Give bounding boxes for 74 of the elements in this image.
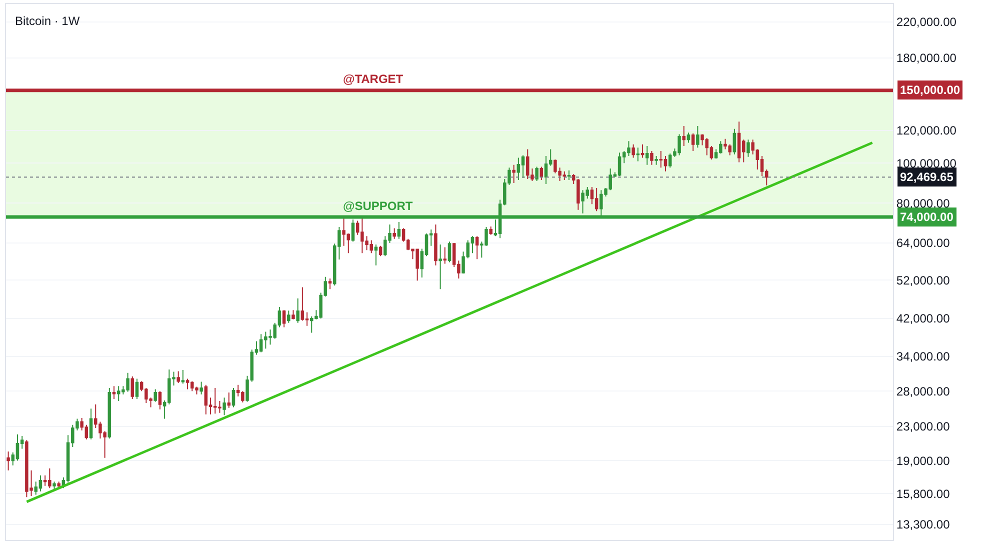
candlestick	[328, 278, 332, 290]
y-tick-label: 52,000.00	[896, 273, 950, 288]
candlestick	[732, 128, 736, 155]
candlestick	[682, 125, 686, 146]
y-tick-label: 13,300.00	[896, 518, 950, 532]
candlestick	[640, 144, 644, 158]
candlestick	[696, 125, 700, 148]
candlestick	[659, 150, 663, 168]
candlestick	[397, 221, 401, 240]
candlestick	[200, 381, 203, 395]
y-tick-label: 100,000.00	[896, 156, 957, 170]
candlestick	[176, 370, 180, 384]
candlestick	[654, 156, 658, 166]
candlestick	[470, 236, 474, 254]
y-tick-label: 42,000.00	[896, 312, 950, 326]
candlestick	[158, 390, 162, 410]
candlestick	[154, 388, 157, 402]
candlestick	[516, 157, 520, 180]
candlestick	[108, 387, 112, 439]
text: 74,000.00	[900, 210, 954, 224]
ref-line-label: @SUPPORT	[343, 199, 414, 213]
ref-line-label: @TARGET	[343, 72, 404, 86]
candlestick	[89, 408, 93, 440]
candlestick	[296, 298, 300, 324]
candlestick	[686, 132, 690, 144]
candlestick	[646, 146, 649, 166]
candlestick	[594, 188, 598, 212]
candlestick	[746, 139, 750, 158]
y-tick-label: 120,000.00	[896, 124, 957, 138]
text: Bitcoin · 1W	[15, 14, 80, 28]
candlestick	[650, 150, 654, 166]
y-tick-label: 220,000.00	[896, 15, 957, 30]
y-tick-label: 23,000.00	[896, 420, 950, 434]
candlestick	[282, 310, 286, 328]
candlestick	[691, 132, 695, 152]
candlestick	[222, 397, 226, 416]
candlestick	[443, 246, 447, 264]
candlestick	[16, 434, 20, 462]
y-tick-label: 64,000.00	[896, 236, 950, 250]
candlestick	[52, 481, 56, 490]
candlestick	[434, 224, 438, 266]
y-tick-label: 19,000.00	[896, 454, 950, 468]
candlestick	[636, 147, 640, 162]
candlestick	[475, 236, 479, 260]
candlestick	[632, 144, 635, 158]
candlestick	[567, 170, 571, 180]
candlestick	[204, 384, 208, 415]
candlestick	[292, 310, 295, 320]
candlestick	[287, 310, 290, 324]
candlestick	[374, 244, 378, 266]
y-tick-label: 34,000.00	[896, 350, 950, 364]
candlestick	[112, 386, 116, 400]
y-tick-label: 80,000.00	[896, 196, 950, 210]
y-tick-label: 15,800.00	[896, 486, 950, 501]
candlestick	[489, 226, 492, 236]
candlestick	[38, 474, 42, 492]
candlestick	[392, 228, 396, 240]
candlestick	[6, 450, 10, 471]
text: 150,000.00	[900, 83, 960, 97]
candlestick	[535, 166, 538, 182]
y-tick-label: 180,000.00	[896, 50, 957, 65]
candlestick	[378, 245, 382, 257]
text: 92,469.65	[900, 170, 954, 184]
candlestick	[181, 370, 185, 384]
candlestick	[135, 378, 139, 400]
candlestick	[57, 481, 60, 490]
y-tick-label: 28,000.00	[896, 384, 950, 398]
candlestick	[448, 241, 452, 263]
candlestick	[232, 387, 236, 408]
candlestick	[227, 392, 231, 408]
candlestick	[521, 154, 525, 179]
candlestick	[512, 164, 516, 184]
candlestick	[438, 244, 442, 290]
candlestick	[130, 376, 134, 400]
